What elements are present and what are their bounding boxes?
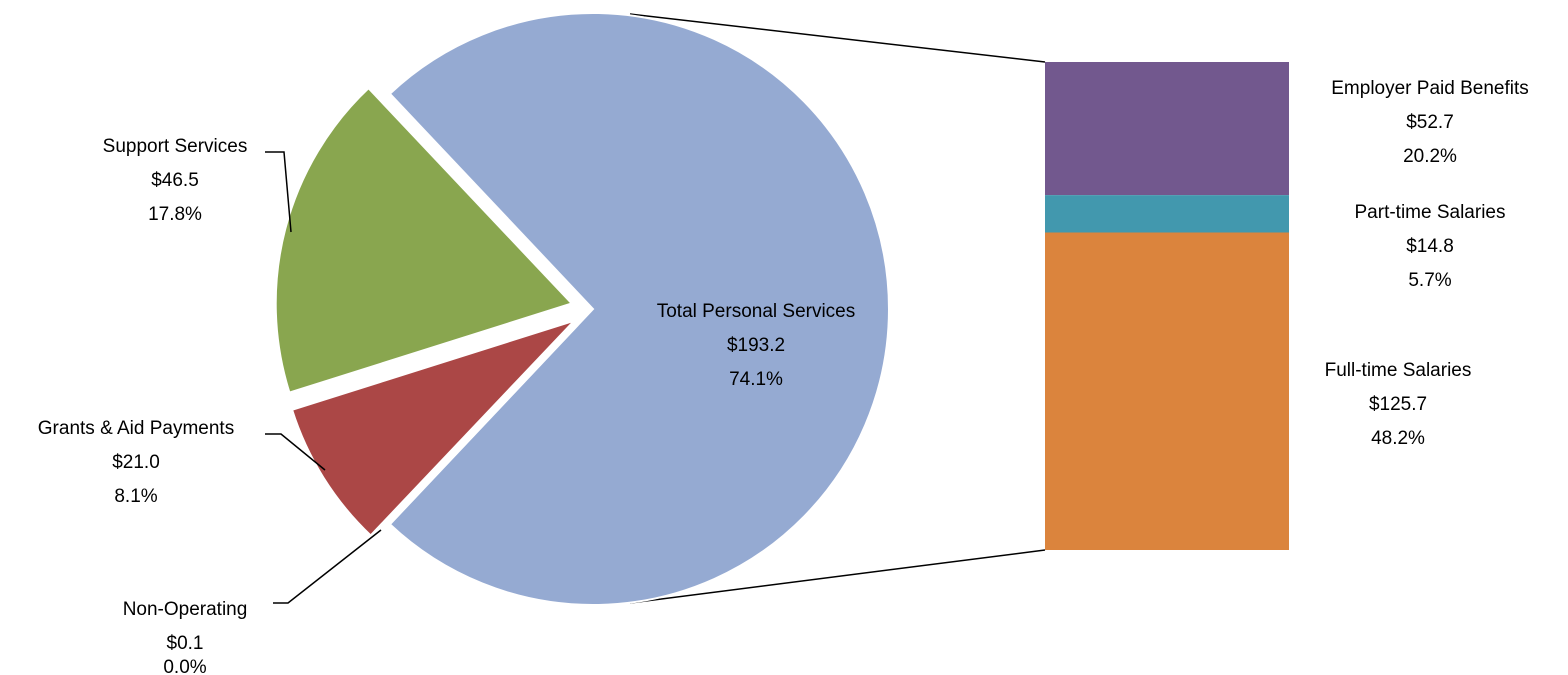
breakdown-segment <box>1045 62 1289 195</box>
breakdown-segment <box>1045 195 1289 232</box>
slice-label-value: $21.0 <box>112 452 160 473</box>
breakdown-segment <box>1045 232 1289 550</box>
segment-label-value: $14.8 <box>1406 236 1454 257</box>
slice-label-percent: 0.0% <box>163 657 206 675</box>
slice-label-name: Grants & Aid Payments <box>38 418 234 439</box>
slice-label-percent: 74.1% <box>729 369 783 390</box>
segment-label-name: Full-time Salaries <box>1325 360 1472 381</box>
leader-line-non-operating <box>273 530 381 603</box>
slice-label-name: Support Services <box>103 136 248 157</box>
breakdown-bar <box>1045 62 1289 550</box>
slice-label-name: Total Personal Services <box>657 301 856 322</box>
slice-label-value: $0.1 <box>167 633 204 654</box>
segment-label-name: Employer Paid Benefits <box>1331 78 1529 99</box>
slice-label-percent: 8.1% <box>114 486 157 507</box>
segment-label-value: $52.7 <box>1406 112 1454 133</box>
slice-label-percent: 17.8% <box>148 204 202 225</box>
segment-label-value: $125.7 <box>1369 394 1427 415</box>
segment-label-percent: 5.7% <box>1408 270 1451 291</box>
segment-label-percent: 20.2% <box>1403 146 1457 167</box>
slice-label-name: Non-Operating <box>123 599 248 620</box>
segment-label-name: Part-time Salaries <box>1355 202 1506 223</box>
slice-label-value: $46.5 <box>151 170 199 191</box>
segment-label-percent: 48.2% <box>1371 428 1425 449</box>
slice-label-value: $193.2 <box>727 335 785 356</box>
